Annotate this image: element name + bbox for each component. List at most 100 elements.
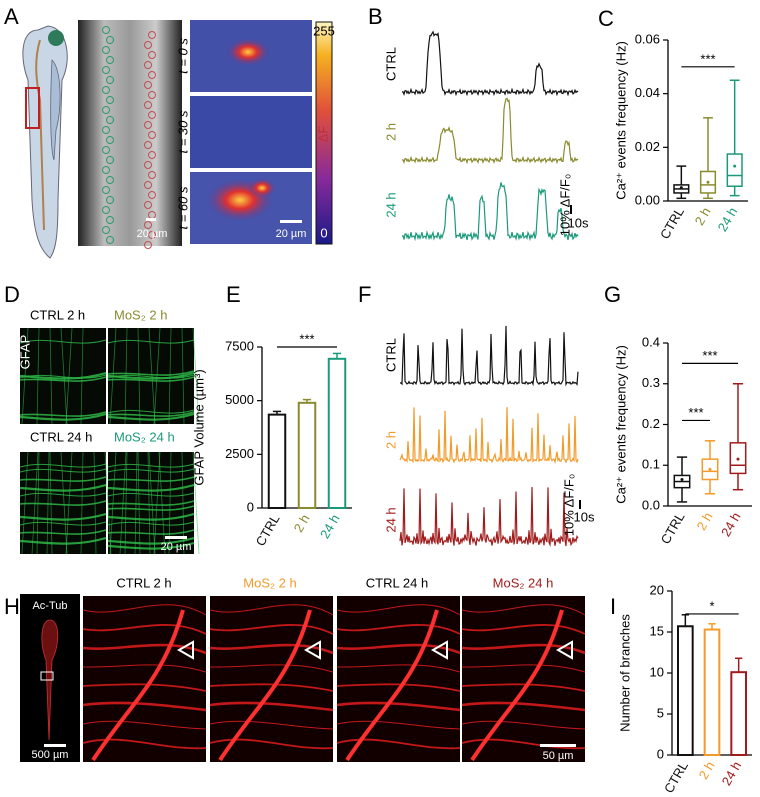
scale-label: 10s — [568, 215, 589, 230]
fiber — [119, 451, 127, 555]
image-label: MoS₂ 2 h — [243, 575, 296, 590]
fiber — [107, 521, 195, 526]
axon — [336, 701, 461, 712]
y-tick-label: 0.2 — [642, 416, 660, 431]
fiber — [19, 371, 107, 380]
bar — [677, 625, 694, 757]
gfap-images — [19, 327, 200, 555]
cell-dot — [144, 41, 152, 49]
bar — [327, 357, 347, 509]
axon — [209, 624, 334, 635]
fiber — [192, 327, 200, 425]
x-tick-label: 2 h — [694, 510, 716, 533]
scale-bar — [165, 536, 187, 539]
y-tick-label: 5000 — [225, 392, 254, 407]
colorbar — [315, 21, 333, 245]
fiber — [107, 505, 195, 511]
axon — [461, 701, 586, 712]
axon-images — [82, 596, 586, 762]
fiber — [93, 451, 97, 555]
trace — [401, 30, 579, 97]
fiber — [36, 327, 40, 425]
cell-dot — [144, 161, 152, 169]
cell-dot — [148, 71, 156, 79]
axon — [336, 738, 461, 750]
fiber — [19, 376, 107, 382]
cell-dot — [148, 151, 156, 159]
colorbar-max: 255 — [313, 23, 335, 38]
fiber — [168, 327, 172, 425]
cell-dot — [144, 101, 152, 109]
trace — [399, 486, 579, 547]
panel-label: C — [598, 6, 614, 31]
cell-dot — [144, 121, 152, 129]
cell-dot — [148, 191, 156, 199]
cell-dot — [106, 136, 114, 144]
cell-dot — [106, 176, 114, 184]
fiber — [107, 371, 195, 380]
axon — [82, 643, 207, 655]
fiber — [107, 412, 195, 421]
cell-dot — [148, 231, 156, 239]
fiber — [153, 327, 161, 425]
trace — [401, 182, 579, 242]
fish-schematic — [22, 25, 68, 259]
fiber — [19, 339, 107, 344]
axon — [336, 624, 461, 635]
bar — [703, 628, 721, 756]
fiber — [107, 463, 195, 468]
image-label: CTRL 24 h — [30, 429, 92, 444]
panel-label: B — [368, 4, 383, 29]
bar — [267, 413, 287, 509]
fiber — [19, 476, 107, 482]
axon-image — [337, 596, 460, 762]
significance-label: *** — [702, 348, 717, 363]
axon — [461, 604, 586, 616]
bar — [730, 671, 747, 756]
arrowhead — [555, 640, 573, 660]
y-tick-label: 5 — [657, 705, 664, 720]
calcium-image — [78, 20, 182, 246]
cell-dot — [148, 31, 156, 39]
axon — [82, 738, 207, 750]
image-label: CTRL 24 h — [366, 575, 428, 590]
y-tick-label: 20 — [650, 582, 664, 597]
cell-markers — [102, 26, 156, 249]
fiber — [107, 541, 195, 550]
fiber — [147, 451, 151, 555]
cell-dot — [144, 61, 152, 69]
cell-dot — [106, 216, 114, 224]
fiber — [137, 451, 141, 555]
fiber — [19, 500, 107, 506]
cell-dot — [106, 156, 114, 164]
fiber — [31, 451, 39, 555]
trace-label: CTRL — [383, 47, 398, 81]
fiber — [19, 463, 107, 468]
y-tick-label: 10 — [650, 664, 664, 679]
fiber — [107, 339, 195, 344]
x-tick-label: CTRL — [658, 510, 688, 547]
significance-label: *** — [688, 405, 703, 420]
heatmap-images — [190, 20, 312, 244]
arrowhead — [176, 640, 194, 660]
axon — [209, 683, 334, 692]
axon — [461, 738, 586, 750]
axon — [336, 664, 461, 673]
image-label: CTRL 2 h — [116, 575, 171, 590]
colorbar-title: ΔF — [315, 126, 330, 143]
x-tick-label: 2 h — [291, 512, 313, 535]
y-axis-title: Ca²⁺ events frequency (Hz) — [613, 41, 628, 200]
fiber — [107, 483, 195, 492]
traces — [399, 325, 579, 547]
y-axis-title: Number of branches — [617, 614, 632, 732]
fiber — [46, 451, 50, 555]
axon — [209, 720, 334, 730]
trace-label: CTRL — [383, 338, 398, 372]
fiber — [107, 409, 195, 414]
arrowhead — [430, 640, 448, 660]
axon — [82, 720, 207, 730]
cell-dot — [102, 106, 110, 114]
roi-box — [40, 671, 54, 681]
cell-dot — [144, 201, 152, 209]
